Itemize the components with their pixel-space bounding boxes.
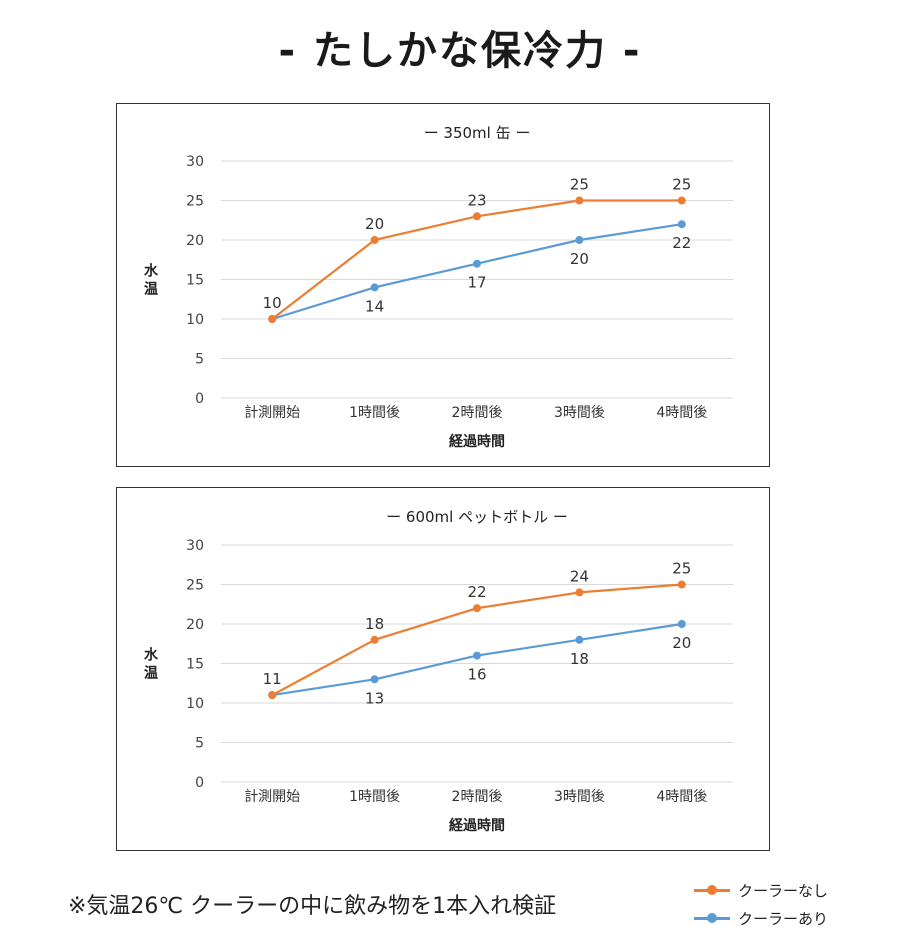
chart-350ml-svg: ー 350ml 缶 ー 0 5 10 15 20 25 30 計測開始 1時間後 2時間後 3時間後 4… bbox=[144, 124, 733, 450]
data-point-with-cooler bbox=[575, 635, 584, 644]
legend-label-no-cooler: クーラーなし bbox=[738, 881, 829, 900]
x-tick-label: 1時間後 bbox=[349, 405, 400, 421]
data-point-with-cooler bbox=[575, 236, 584, 244]
chart-title: ー 350ml 缶 ー bbox=[424, 124, 531, 142]
footnote: ※気温26℃ クーラーの中に飲み物を1本入れ検証 bbox=[68, 894, 557, 919]
data-point-no-cooler bbox=[370, 635, 379, 644]
data-point-no-cooler bbox=[677, 196, 686, 205]
data-label-no-cooler: 25 bbox=[672, 176, 691, 194]
legend: クーラーなし クーラーあり bbox=[694, 876, 828, 932]
data-point-with-cooler bbox=[677, 220, 686, 229]
data-point-no-cooler bbox=[473, 212, 481, 221]
legend-item-no-cooler: クーラーなし bbox=[694, 876, 828, 904]
data-point-with-cooler bbox=[370, 675, 379, 684]
x-tick-label: 2時間後 bbox=[452, 789, 503, 805]
data-point-with-cooler bbox=[473, 259, 481, 268]
legend-swatch-with-cooler bbox=[694, 911, 730, 925]
legend-dot-with-cooler bbox=[707, 913, 717, 923]
x-axis-label: 経過時間 bbox=[449, 433, 505, 450]
y-tick-label: 20 bbox=[186, 233, 204, 249]
y-tick-label: 20 bbox=[186, 617, 204, 633]
data-label-with-cooler: 14 bbox=[365, 297, 384, 315]
data-point-no-cooler bbox=[268, 315, 277, 323]
y-axis-label: 温 bbox=[144, 666, 158, 682]
y-tick-label: 30 bbox=[186, 538, 204, 554]
x-tick-label: 計測開始 bbox=[244, 789, 300, 805]
data-point-no-cooler bbox=[473, 604, 481, 613]
y-tick-label: 10 bbox=[186, 696, 204, 712]
data-point-no-cooler bbox=[370, 236, 379, 244]
data-point-with-cooler bbox=[473, 651, 481, 660]
data-label-no-cooler: 23 bbox=[467, 191, 486, 209]
data-point-no-cooler bbox=[268, 691, 277, 700]
x-tick-label: 3時間後 bbox=[554, 789, 605, 805]
data-label-with-cooler: 16 bbox=[467, 666, 486, 684]
data-label-no-cooler: 11 bbox=[263, 670, 282, 688]
data-label-with-cooler: 17 bbox=[467, 274, 486, 292]
data-label-no-cooler: 18 bbox=[365, 615, 384, 633]
y-tick-label: 15 bbox=[186, 273, 204, 289]
x-tick-label: 4時間後 bbox=[656, 789, 707, 805]
y-tick-label: 25 bbox=[186, 194, 204, 210]
x-tick-label: 4時間後 bbox=[656, 405, 707, 421]
legend-dot-no-cooler bbox=[707, 885, 717, 895]
chart-600ml-bottle: ー 600ml ペットボトル ー 0 5 10 15 20 25 30 計測開始 1時間後 2時間後… bbox=[116, 487, 770, 851]
data-label-with-cooler: 18 bbox=[570, 650, 589, 668]
y-axis-label: 水 bbox=[144, 263, 159, 280]
data-label-with-cooler: 13 bbox=[365, 689, 384, 707]
data-label-no-cooler: 24 bbox=[570, 567, 589, 585]
y-tick-label: 0 bbox=[195, 391, 204, 407]
data-label-no-cooler: 22 bbox=[467, 583, 486, 601]
legend-swatch-no-cooler bbox=[694, 883, 730, 897]
y-axis-label: 温 bbox=[144, 282, 158, 298]
data-label-with-cooler: 20 bbox=[570, 250, 589, 268]
data-label-no-cooler: 20 bbox=[365, 215, 384, 233]
x-tick-label: 3時間後 bbox=[554, 405, 605, 421]
x-tick-label: 1時間後 bbox=[349, 789, 400, 805]
chart-title: ー 600ml ペットボトル ー bbox=[386, 508, 568, 526]
x-tick-label: 2時間後 bbox=[452, 405, 503, 421]
y-tick-label: 30 bbox=[186, 154, 204, 170]
data-label-with-cooler: 22 bbox=[672, 234, 691, 252]
data-point-with-cooler bbox=[370, 283, 379, 292]
legend-label-with-cooler: クーラーあり bbox=[738, 909, 829, 928]
y-tick-label: 0 bbox=[195, 775, 204, 791]
data-point-with-cooler bbox=[677, 620, 686, 628]
chart-600ml-svg: ー 600ml ペットボトル ー 0 5 10 15 20 25 30 計測開始 1時間後 2時間後… bbox=[144, 508, 733, 834]
y-tick-label: 5 bbox=[195, 736, 204, 752]
y-tick-label: 15 bbox=[186, 657, 204, 673]
x-axis-label: 経過時間 bbox=[449, 817, 505, 834]
data-point-no-cooler bbox=[575, 588, 584, 597]
legend-item-with-cooler: クーラーあり bbox=[694, 904, 828, 932]
y-tick-label: 25 bbox=[186, 578, 204, 594]
data-point-no-cooler bbox=[575, 196, 584, 205]
page-title: - たしかな保冷力 - bbox=[278, 28, 642, 74]
y-axis-label: 水 bbox=[144, 647, 159, 664]
data-label-no-cooler: 10 bbox=[263, 294, 282, 312]
data-label-with-cooler: 20 bbox=[672, 634, 691, 652]
x-tick-label: 計測開始 bbox=[244, 405, 300, 421]
y-tick-label: 5 bbox=[195, 352, 204, 368]
data-label-no-cooler: 25 bbox=[672, 560, 691, 578]
data-point-no-cooler bbox=[677, 580, 686, 589]
y-tick-label: 10 bbox=[186, 312, 204, 328]
chart-350ml-can: ー 350ml 缶 ー 0 5 10 15 20 25 30 計測開始 1時間後 2時間後 3時間後 4… bbox=[116, 103, 770, 467]
data-label-no-cooler: 25 bbox=[570, 176, 589, 194]
